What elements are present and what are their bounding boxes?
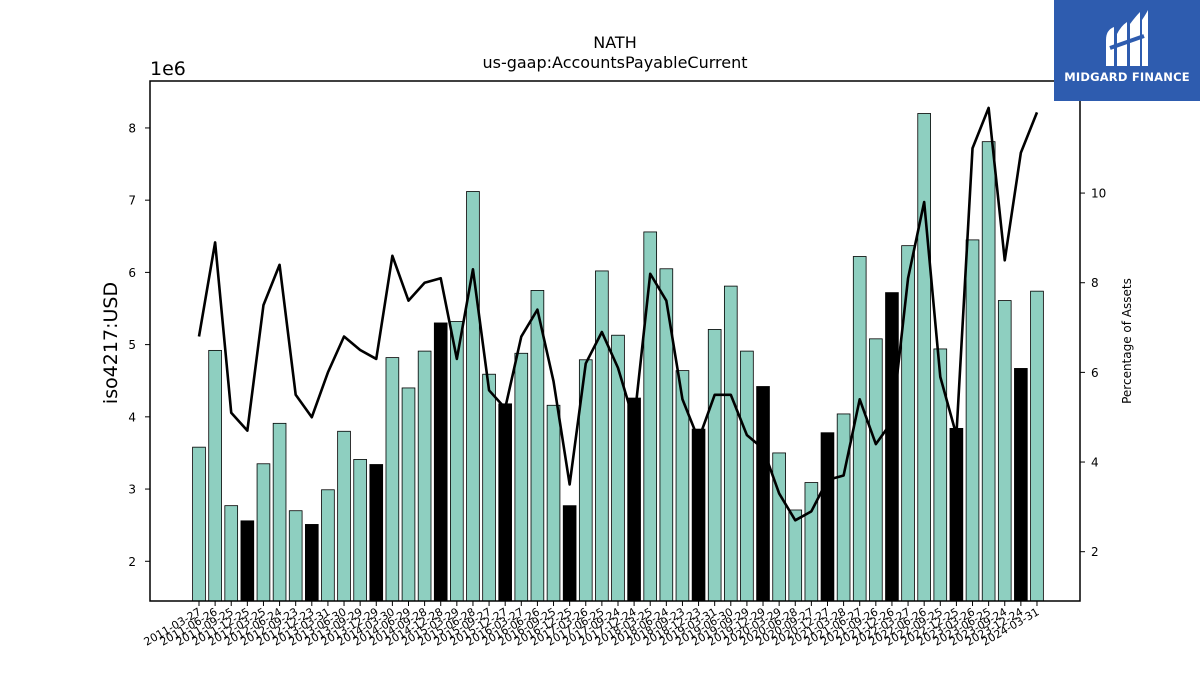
bar-2018-09-23 bbox=[675, 370, 690, 602]
bar-2015-12-27 bbox=[498, 403, 512, 602]
y2-axis-ticks: 2 4 6 8 10 bbox=[1080, 187, 1106, 559]
bar-2013-09-29 bbox=[353, 459, 367, 602]
y2-tick-label: 8 bbox=[1091, 276, 1099, 290]
bar-2013-06-30 bbox=[337, 430, 351, 602]
bar-2015-06-28 bbox=[466, 191, 480, 602]
bar-2014-03-30 bbox=[385, 357, 400, 602]
y-tick-label: 5 bbox=[128, 338, 136, 352]
bar-2011-09-25 bbox=[224, 505, 239, 602]
bar-2015-03-29 bbox=[450, 321, 464, 602]
y2-axis-label: Percentage of Assets bbox=[1120, 278, 1134, 404]
bar-2018-06-24 bbox=[659, 268, 674, 602]
brand-name: MIDGARD FINANCE bbox=[1064, 70, 1190, 84]
bar-2021-06-27 bbox=[852, 256, 867, 602]
bar-2023-12-24 bbox=[1014, 368, 1028, 602]
y-axis-ticks: 2 3 4 5 6 7 8 bbox=[128, 121, 150, 569]
y-tick-label: 4 bbox=[128, 410, 136, 424]
bar-2022-06-26 bbox=[917, 113, 931, 602]
y-offset-label: 1e6 bbox=[150, 58, 186, 80]
bar-2013-12-29 bbox=[369, 464, 384, 602]
bar-2023-09-24 bbox=[997, 300, 1012, 602]
bar-2012-06-24 bbox=[272, 422, 287, 602]
bar-2023-03-26 bbox=[965, 239, 980, 602]
y-tick-label: 8 bbox=[128, 121, 136, 135]
bar-2014-12-28 bbox=[433, 322, 448, 602]
bar-2016-12-25 bbox=[562, 505, 577, 602]
midgard-m-logo-icon bbox=[1054, 0, 1200, 101]
bar-2019-09-29 bbox=[740, 350, 754, 602]
bar-2022-09-25 bbox=[933, 348, 948, 602]
bar-2011-12-25 bbox=[240, 520, 255, 602]
percentage-line bbox=[197, 106, 1039, 522]
y-axis-label: iso4217:USD bbox=[100, 282, 122, 404]
bar-2014-09-28 bbox=[417, 350, 432, 602]
bar-2019-06-30 bbox=[723, 285, 738, 602]
bar-2021-03-28 bbox=[836, 413, 851, 602]
bar-2020-12-27 bbox=[820, 432, 835, 602]
y-tick-label: 2 bbox=[128, 555, 136, 569]
bar-2017-12-24 bbox=[627, 397, 641, 602]
chart-subtitle: us-gaap:AccountsPayableCurrent bbox=[482, 53, 747, 72]
y-tick-label: 7 bbox=[128, 194, 136, 208]
bar-2024-03-31 bbox=[1030, 290, 1044, 602]
bar-2020-03-29 bbox=[772, 452, 786, 602]
bar-2021-09-26 bbox=[869, 338, 883, 602]
y-tick-label: 3 bbox=[128, 483, 136, 497]
bar-2019-03-31 bbox=[707, 329, 722, 602]
bar-2013-03-31 bbox=[321, 489, 335, 602]
bar-2020-06-28 bbox=[788, 509, 803, 602]
bar-2017-06-25 bbox=[595, 270, 609, 602]
bar-2017-09-24 bbox=[611, 334, 625, 602]
bar-2011-06-26 bbox=[208, 349, 222, 602]
y2-tick-label: 4 bbox=[1091, 456, 1099, 470]
bar-2012-12-23 bbox=[305, 524, 319, 602]
bar-2018-03-25 bbox=[643, 231, 658, 602]
bar-2012-03-25 bbox=[256, 463, 271, 602]
bar-2022-12-25 bbox=[949, 427, 964, 602]
bar-2014-06-29 bbox=[401, 387, 416, 602]
y-tick-label: 6 bbox=[128, 266, 136, 280]
bar-2011-03-27 bbox=[192, 446, 206, 602]
y2-tick-label: 2 bbox=[1091, 545, 1099, 559]
midgard-finance-logo: MIDGARD FINANCE bbox=[1054, 0, 1200, 101]
bar-2019-12-29 bbox=[756, 386, 770, 602]
chart-title: NATH bbox=[593, 33, 636, 52]
y2-tick-label: 6 bbox=[1091, 366, 1099, 380]
x-axis-ticks: 2011-03-272011-06-262011-09-252011-12-25… bbox=[142, 601, 1041, 649]
bar-2021-12-26 bbox=[885, 292, 899, 602]
bar-2018-12-23 bbox=[691, 428, 706, 602]
plot-frame bbox=[149, 80, 1081, 602]
bar-series bbox=[192, 113, 1044, 602]
bar-2022-03-27 bbox=[901, 245, 915, 602]
bar-2023-06-25 bbox=[981, 141, 996, 602]
bar-2016-09-25 bbox=[546, 404, 561, 602]
percentage-line-series bbox=[197, 106, 1039, 522]
bar-2015-09-27 bbox=[482, 373, 496, 602]
bar-2012-09-23 bbox=[288, 510, 303, 602]
y2-tick-label: 10 bbox=[1091, 187, 1106, 201]
bar-2016-06-26 bbox=[530, 290, 545, 602]
bar-2016-03-27 bbox=[514, 352, 529, 602]
